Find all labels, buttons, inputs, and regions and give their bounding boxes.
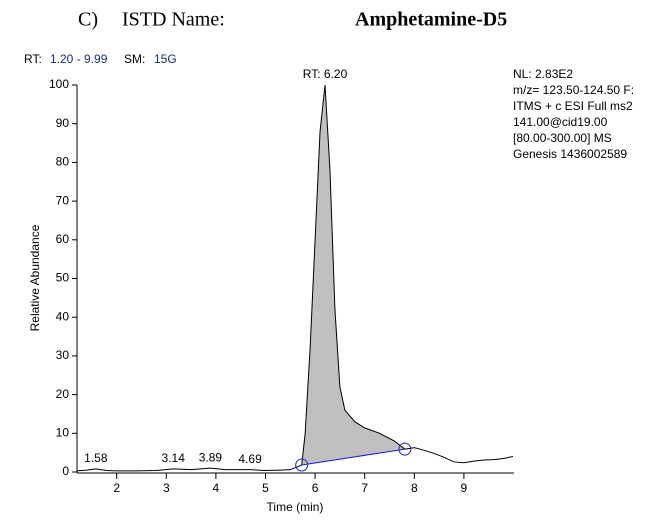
y-tick-label: 100 — [49, 77, 69, 91]
integration-start — [295, 458, 309, 472]
y-tick-label: 30 — [56, 348, 70, 362]
info-line: m/z= 123.50-124.50 F: — [513, 83, 634, 97]
x-tick-label: 5 — [262, 481, 269, 495]
y-tick-label: 40 — [56, 309, 70, 323]
info-line: 141.00@cid19.00 — [513, 115, 608, 129]
compound-name: Amphetamine-D5 — [355, 9, 507, 31]
trace — [76, 84, 514, 472]
y-tick-label: 50 — [56, 271, 70, 285]
rt-range: 1.20 - 9.99 — [50, 52, 108, 66]
x-tick-label: 3 — [163, 481, 170, 495]
info-line: NL: 2.83E2 — [513, 67, 573, 81]
info-line: Genesis 1436002589 — [513, 147, 627, 161]
apex-label: RT: 6.20 — [303, 67, 348, 81]
y-tick-label: 90 — [56, 116, 70, 130]
info-line: [80.00-300.00] MS — [513, 131, 612, 145]
peak-label: 3.14 — [162, 451, 186, 465]
info-line: ITMS + c ESI Full ms2 — [513, 99, 633, 113]
y-tick-label: 80 — [56, 155, 70, 169]
integration-end — [398, 442, 412, 456]
x-tick-label: 6 — [312, 481, 319, 495]
peak-area — [301, 85, 405, 466]
y-tick-label: 70 — [56, 193, 70, 207]
section-label: C) — [78, 9, 98, 31]
field-label: ISTD Name: — [122, 9, 225, 31]
x-tick-label: 4 — [213, 481, 220, 495]
y-tick-label: 20 — [56, 387, 70, 401]
y-tick-label: 60 — [56, 232, 70, 246]
x-tick-label: 7 — [361, 481, 368, 495]
x-axis-title: Time (min) — [267, 500, 324, 514]
peak-label: 1.58 — [84, 451, 108, 465]
y-tick-label: 0 — [62, 464, 69, 478]
x-tick-label: 8 — [411, 481, 418, 495]
x-tick-label: 9 — [461, 481, 468, 495]
rt-label: RT: — [24, 52, 42, 66]
peak-label: 4.69 — [238, 452, 262, 466]
x-tick-label: 2 — [113, 481, 120, 495]
y-axis-title: Relative Abundance — [28, 224, 42, 331]
peak-label: 3.89 — [199, 450, 223, 464]
sm-value: 15G — [154, 52, 177, 66]
sm-label: SM: — [124, 52, 145, 66]
y-tick-label: 10 — [56, 425, 70, 439]
integration-baseline — [301, 448, 405, 466]
